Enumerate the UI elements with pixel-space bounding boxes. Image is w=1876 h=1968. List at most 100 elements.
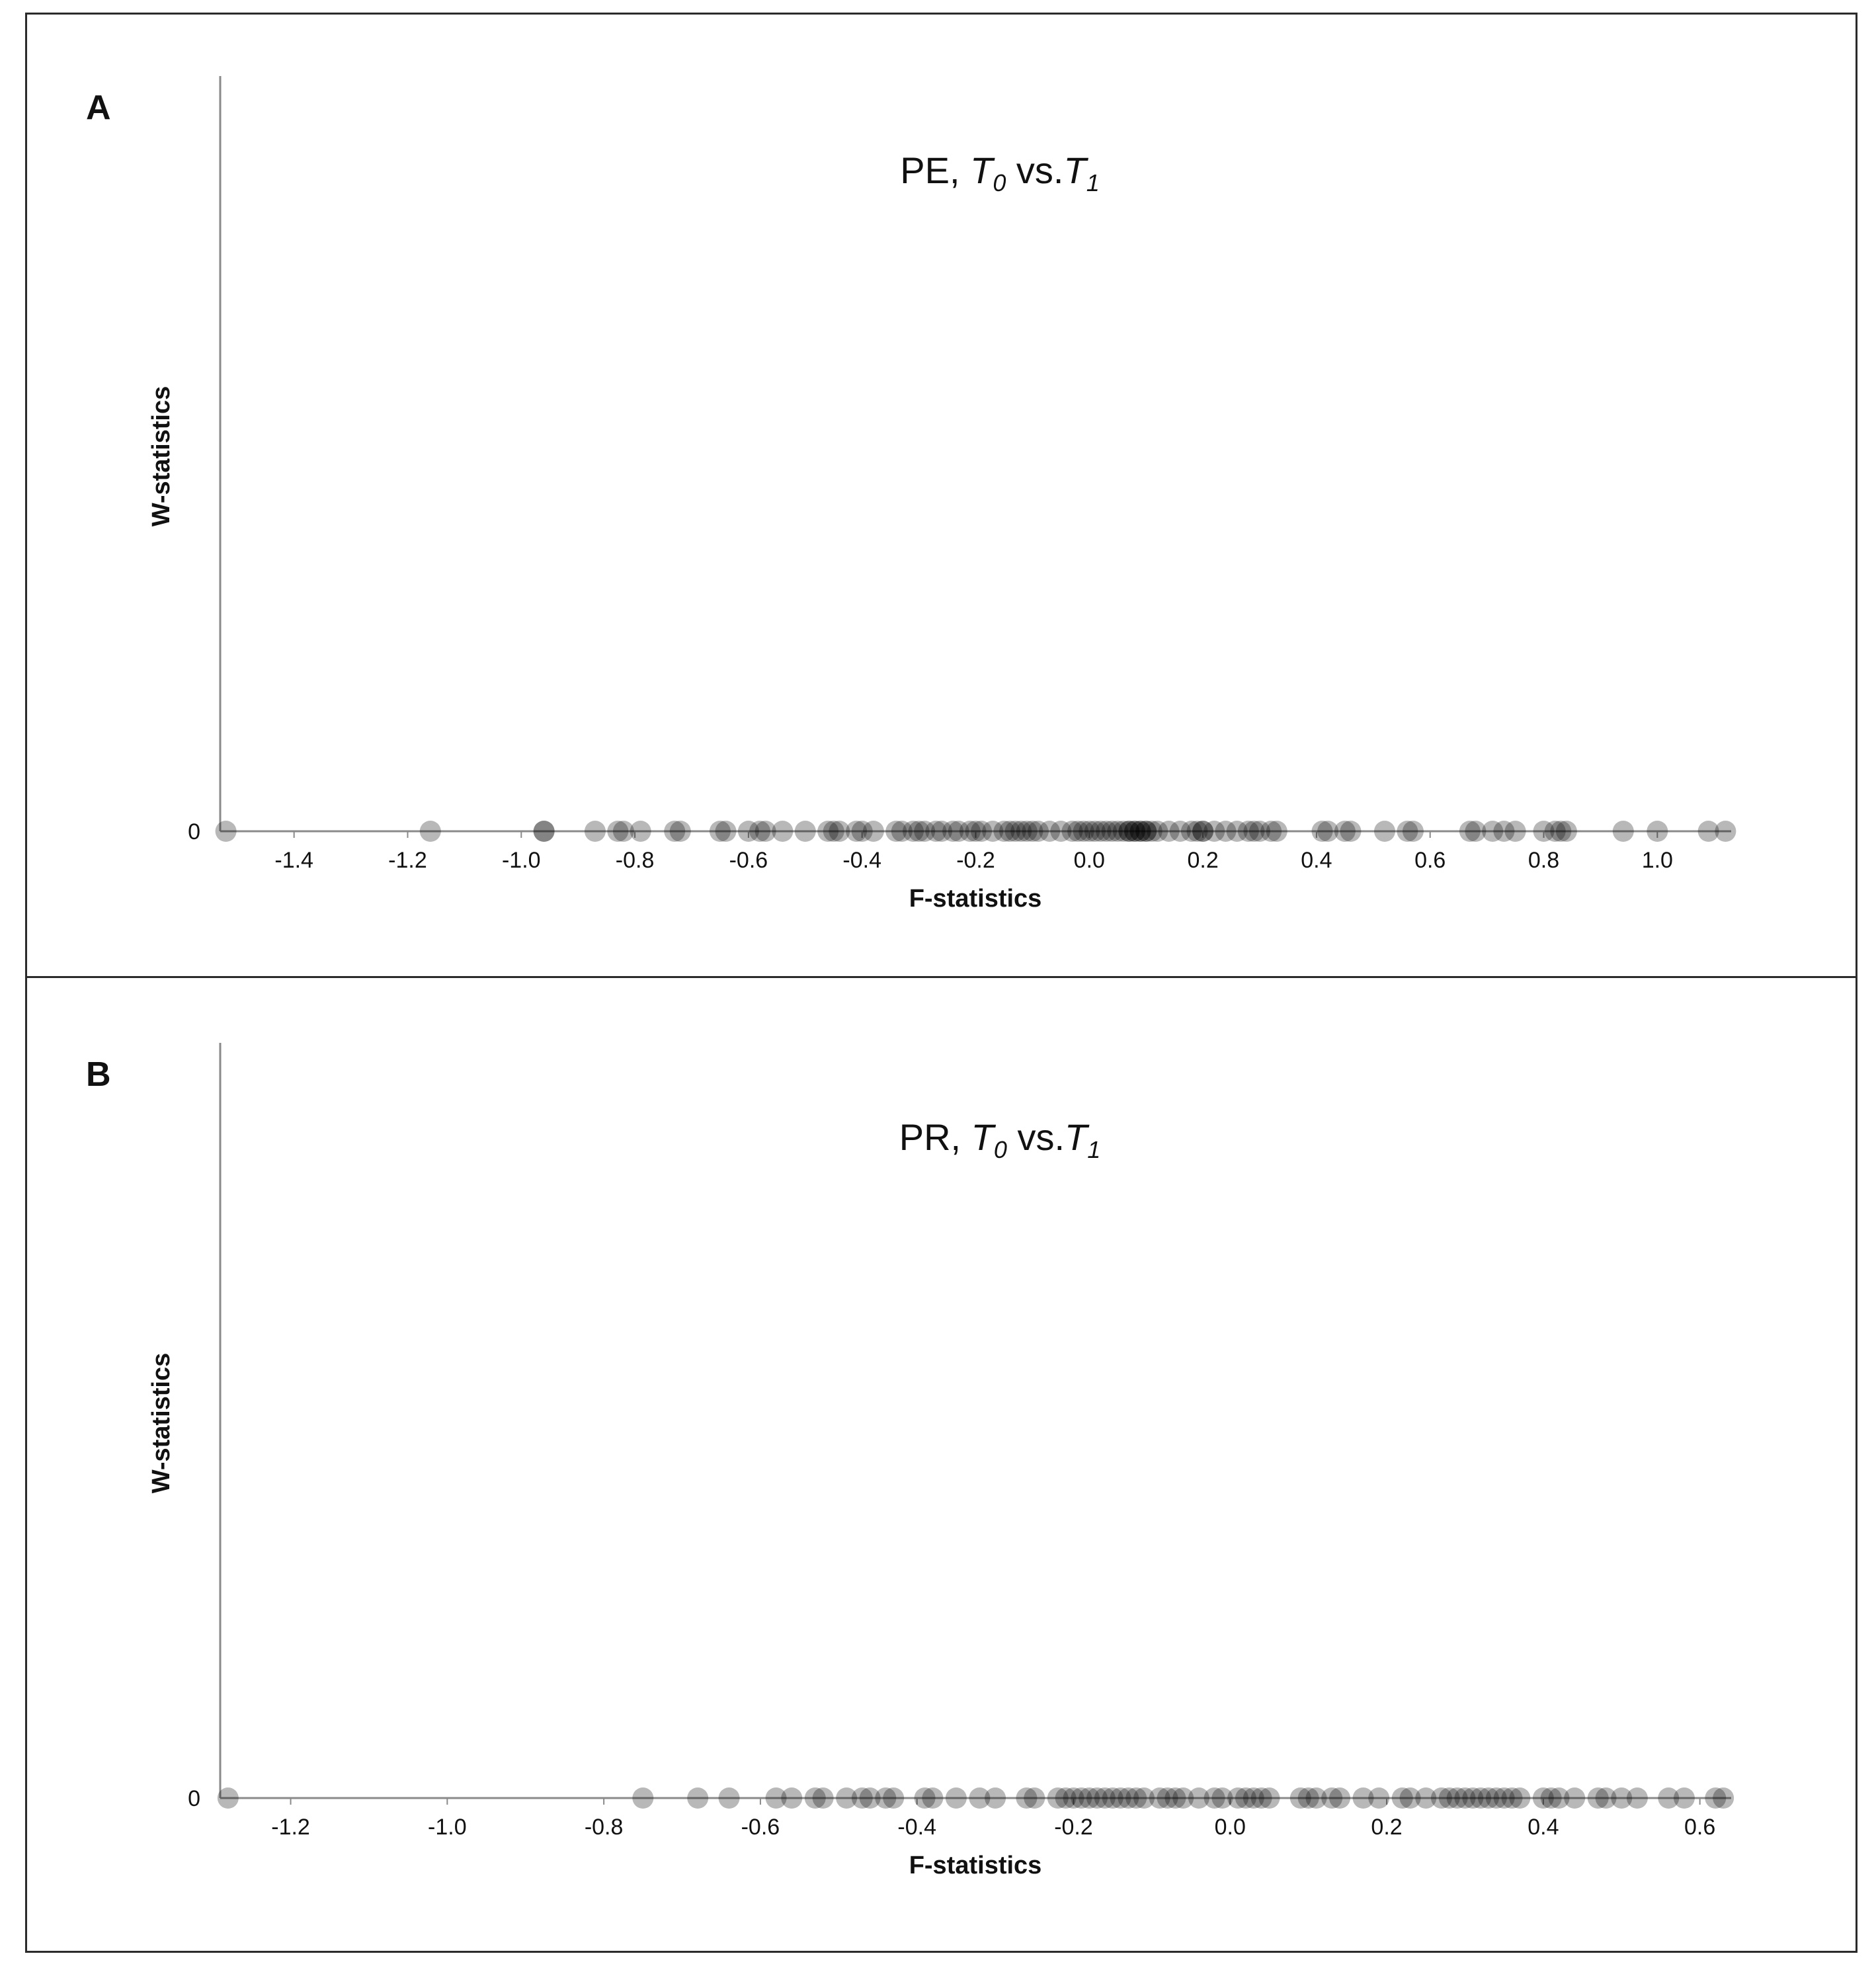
data-point [1203,821,1225,842]
data-point [1016,821,1038,842]
data-point [1112,821,1134,842]
title-var-b: T [1065,1116,1090,1158]
data-point [1532,1787,1554,1809]
data-point [1086,1787,1108,1809]
data-point [1055,1787,1077,1809]
data-point [1016,1787,1038,1809]
data-point [1477,1787,1499,1809]
data-point [1188,1787,1209,1809]
data-point [1101,821,1123,842]
data-point [1266,821,1287,842]
data-point [885,821,907,842]
x-tick-label: 0.0 [1215,1815,1246,1840]
data-point [1658,1787,1680,1809]
x-ticks: -1.4 -1.2 -1.0 -0.8 -0.6 -0.4 -0.2 0.0 0.2 0.4 0.6… [274,831,1673,873]
data-point [1135,821,1157,842]
data-point [982,821,1004,842]
data-point [846,821,868,842]
data-point [1715,821,1736,842]
data-point [664,821,686,842]
data-point [1226,821,1248,842]
data-point [1237,821,1259,842]
data-point [1180,821,1202,842]
title-var-a: T [970,149,995,191]
x-axis-label: F-statistics [909,885,1042,913]
data-point [1438,1787,1460,1809]
x-tick-label: -0.4 [897,1815,936,1840]
data-point [1192,821,1214,842]
data-point [1169,821,1191,842]
data-point [1203,1787,1225,1809]
data-point [1211,1787,1233,1809]
data-point [533,821,555,842]
y-axis-label: W-statistics [147,1353,175,1494]
data-point [1186,821,1208,842]
data-point [945,1787,967,1809]
data-point [1022,821,1043,842]
data-point [914,1787,936,1809]
data-point [862,821,884,842]
x-tick-label: -0.6 [729,848,768,873]
data-point [1550,821,1572,842]
data-point [1227,1787,1249,1809]
data-point [1102,1787,1123,1809]
title-sub-b: 1 [1087,1136,1100,1163]
data-point [1612,821,1634,842]
data-point [1373,821,1395,842]
data-point [1352,1787,1374,1809]
data-point [715,821,737,842]
data-point [1399,1787,1421,1809]
title-var-a: T [971,1116,997,1158]
data-point [1010,821,1032,842]
data-point [709,821,731,842]
data-point [217,1787,239,1809]
data-point [985,1787,1006,1809]
x-tick-label: 0.0 [1074,848,1105,873]
data-point [836,1787,858,1809]
data-point [1118,821,1140,842]
data-point [922,1787,944,1809]
data-point [1157,1787,1178,1809]
data-point [1129,821,1151,842]
data-point [965,821,987,842]
data-point [1063,1787,1084,1809]
data-point [969,1787,991,1809]
x-ticks: -1.2 -1.0 -0.8 -0.6 -0.4 -0.2 0.0 0.2 0.4 0.6 [271,1798,1715,1840]
data-point [1061,821,1083,842]
data-point [1118,1787,1139,1809]
data-point [1141,821,1162,842]
data-point [1482,821,1504,842]
x-tick-label: -0.4 [842,848,881,873]
x-tick-label: -1.0 [428,1815,467,1840]
data-point [1595,1787,1617,1809]
data-point [687,1787,709,1809]
data-point [607,821,629,842]
x-tick-label: -0.2 [1054,1815,1093,1840]
data-point [1493,821,1515,842]
data-point [1713,1787,1734,1809]
scatter-chart-panel-a: A PE, T0 vs.T1 W-statistics 0 -1.4 -1.2 -1… [86,76,1736,913]
data-point [1047,1787,1069,1809]
data-point [1493,1787,1515,1809]
data-point [1587,1787,1609,1809]
data-point [1548,1787,1570,1809]
data-point [754,821,776,842]
x-tick-label: 0.8 [1528,848,1559,873]
data-point [1135,821,1157,842]
x-tick-label: 0.6 [1684,1815,1715,1840]
title-vs: vs. [1007,1116,1065,1158]
data-point [215,821,237,842]
data-point [1454,1787,1476,1809]
data-point [1124,821,1146,842]
data-point [804,1787,826,1809]
title-sub-a: 0 [994,1136,1007,1163]
data-point [1079,1787,1100,1809]
data-points [215,821,1736,842]
data-point [630,821,651,842]
figure-frame [25,13,1857,1953]
data-point [1509,1787,1531,1809]
data-point [942,821,964,842]
data-point [1039,821,1061,842]
panel-letter: A [86,89,111,127]
data-point [1158,821,1180,842]
